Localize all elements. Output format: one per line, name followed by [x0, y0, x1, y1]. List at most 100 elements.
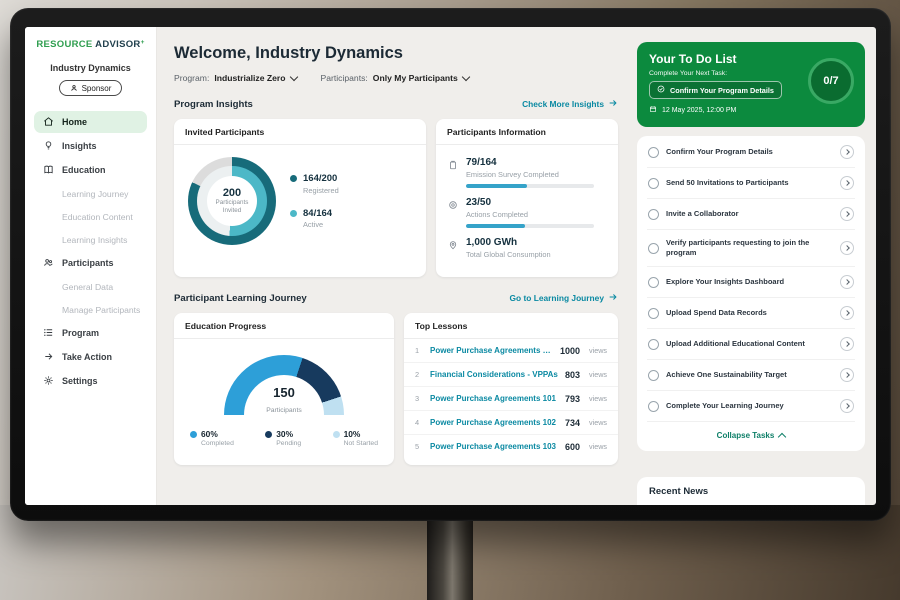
lesson-link[interactable]: Power Purchase Agreements 101 — [430, 346, 553, 355]
gauge-wrap: 150 Participants — [224, 355, 344, 415]
lesson-views-suffix: views — [589, 370, 607, 379]
task-checkbox[interactable] — [648, 401, 659, 412]
participants-information-card: Participants Information 79/164 Emission… — [436, 119, 618, 277]
lesson-views: 803 — [565, 370, 580, 380]
nav-label: Learning Insights — [62, 235, 127, 245]
task-checkbox[interactable] — [648, 308, 659, 319]
task-label: Send 50 Invitations to Participants — [666, 178, 833, 188]
logo-plus: + — [141, 39, 145, 46]
task-item[interactable]: Send 50 Invitations to Participants — [647, 168, 855, 199]
chevron-down-icon — [462, 73, 470, 81]
todo-progress-ring: 0/7 — [808, 58, 854, 104]
gauge-center: 150 Participants — [224, 386, 344, 417]
next-task-chip[interactable]: Confirm Your Program Details — [649, 81, 782, 99]
chevron-right-icon[interactable] — [840, 207, 854, 221]
sidebar-nav: Home Insights Education Learning Journey — [25, 111, 156, 392]
metric-value: 1,000 GWh — [466, 237, 551, 248]
legend-value: 84/164 — [303, 208, 332, 219]
person-icon — [70, 84, 78, 92]
task-item[interactable]: Upload Spend Data Records — [647, 298, 855, 329]
lesson-link[interactable]: Financial Considerations - VPPAs — [430, 370, 558, 379]
task-item[interactable]: Upload Additional Educational Content — [647, 329, 855, 360]
sidebar-item-general-data[interactable]: General Data — [34, 276, 147, 297]
lesson-link[interactable]: Power Purchase Agreements 103 — [430, 442, 558, 451]
task-label: Upload Additional Educational Content — [666, 339, 833, 349]
chevron-right-icon[interactable] — [840, 399, 854, 413]
next-task-label: Confirm Your Program Details — [670, 86, 774, 95]
task-checkbox[interactable] — [648, 370, 659, 381]
task-checkbox[interactable] — [648, 339, 659, 350]
app-logo: RESOURCE ADVISOR+ — [25, 39, 156, 50]
lesson-views-suffix: views — [589, 394, 607, 403]
task-checkbox[interactable] — [648, 178, 659, 189]
learning-cards-row: Education Progress 150 Participants — [174, 313, 618, 465]
collapse-tasks-label: Collapse Tasks — [717, 431, 775, 440]
task-checkbox[interactable] — [648, 209, 659, 220]
donut-center: 200 Participants Invited — [207, 176, 257, 226]
go-to-learning-journey-link[interactable]: Go to Learning Journey — [510, 292, 618, 304]
chevron-right-icon[interactable] — [840, 241, 854, 255]
sidebar-item-participants[interactable]: Participants — [34, 252, 147, 274]
clipboard-icon — [448, 157, 458, 188]
learning-journey-header: Participant Learning Journey Go to Learn… — [174, 292, 618, 304]
legend-dot — [333, 431, 340, 438]
task-item[interactable]: Verify participants requesting to join t… — [647, 230, 855, 267]
card-title: Education Progress — [174, 313, 394, 339]
lesson-rank: 5 — [415, 442, 423, 451]
todo-summary-card: Your To Do List Complete Your Next Task:… — [637, 42, 865, 127]
legend-value: 60% — [201, 429, 234, 439]
chevron-right-icon[interactable] — [840, 275, 854, 289]
metric-label: Total Global Consumption — [466, 250, 551, 259]
nav-label: Learning Journey — [62, 189, 128, 199]
chevron-right-icon[interactable] — [840, 145, 854, 159]
book-icon — [43, 164, 54, 177]
sidebar-item-learning-journey[interactable]: Learning Journey — [34, 183, 147, 204]
sidebar-item-education[interactable]: Education — [34, 159, 147, 181]
nav-label: Manage Participants — [62, 305, 140, 315]
chevron-right-icon[interactable] — [840, 368, 854, 382]
sidebar-item-settings[interactable]: Settings — [34, 370, 147, 392]
participants-select[interactable]: Only My Participants — [373, 73, 469, 83]
sidebar-item-program[interactable]: Program — [34, 322, 147, 344]
chevron-right-icon[interactable] — [840, 337, 854, 351]
gear-icon — [43, 375, 54, 388]
sidebar-item-home[interactable]: Home — [34, 111, 147, 133]
sponsor-badge-label: Sponsor — [82, 84, 112, 93]
gauge-legend: 60% Completed 30% Pending — [174, 415, 394, 447]
donut-center-label: Participants Invited — [212, 199, 252, 215]
lesson-link[interactable]: Power Purchase Agreements 102 — [430, 418, 558, 427]
task-label: Invite a Collaborator — [666, 209, 833, 219]
task-checkbox[interactable] — [648, 243, 659, 254]
lesson-link[interactable]: Power Purchase Agreements 101 — [430, 394, 558, 403]
sidebar-item-insights[interactable]: Insights — [34, 135, 147, 157]
chevron-right-icon[interactable] — [840, 306, 854, 320]
lesson-views-suffix: views — [589, 346, 607, 355]
collapse-tasks-button[interactable]: Collapse Tasks — [647, 422, 855, 450]
link-label: Go to Learning Journey — [510, 293, 604, 303]
metric-global-consumption: 1,000 GWh Total Global Consumption — [448, 237, 606, 259]
chevron-right-icon[interactable] — [840, 176, 854, 190]
task-item[interactable]: Confirm Your Program Details — [647, 137, 855, 168]
sidebar-item-take-action[interactable]: Take Action — [34, 346, 147, 368]
sidebar-item-education-content[interactable]: Education Content — [34, 206, 147, 227]
metric-value: 23/50 — [466, 197, 594, 208]
sidebar-item-learning-insights[interactable]: Learning Insights — [34, 229, 147, 250]
check-more-insights-link[interactable]: Check More Insights — [522, 98, 618, 110]
lesson-row: 1 Power Purchase Agreements 101 1000 vie… — [404, 339, 618, 363]
donut-legend: 164/200 Registered 84/164 Active — [290, 173, 339, 229]
task-item[interactable]: Explore Your Insights Dashboard — [647, 267, 855, 298]
task-checkbox[interactable] — [648, 277, 659, 288]
sidebar-item-manage-participants[interactable]: Manage Participants — [34, 299, 147, 320]
task-item[interactable]: Achieve One Sustainability Target — [647, 360, 855, 391]
logo-word-advisor: ADVISOR — [95, 39, 140, 50]
legend-item-active: 84/164 Active — [290, 208, 339, 230]
task-item[interactable]: Complete Your Learning Journey — [647, 391, 855, 422]
legend-item-not-started: 10% Not Started — [333, 429, 378, 447]
task-checkbox[interactable] — [648, 147, 659, 158]
task-item[interactable]: Invite a Collaborator — [647, 199, 855, 230]
program-select-value: Industrialize Zero — [214, 73, 285, 83]
card-title: Participants Information — [436, 119, 618, 145]
todo-due-date: 12 May 2025, 12:00 PM — [649, 105, 853, 115]
participants-information-body: 79/164 Emission Survey Completed 23/50 A… — [436, 145, 618, 262]
program-select[interactable]: Industrialize Zero — [214, 73, 296, 83]
